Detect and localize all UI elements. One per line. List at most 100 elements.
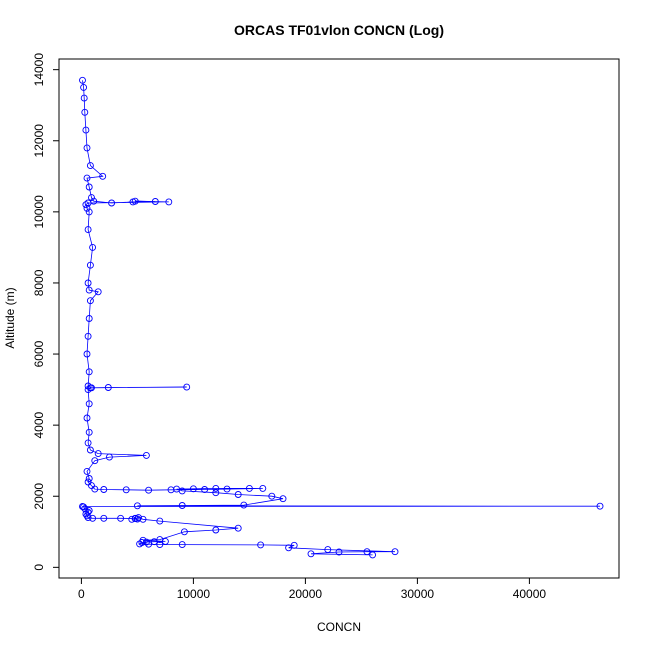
data-point (85, 315, 93, 322)
data-point (82, 201, 90, 209)
y-tick-label: 14000 (32, 53, 46, 87)
data-point (145, 540, 153, 548)
data-point (86, 261, 94, 269)
data-point (85, 475, 93, 482)
data-point (86, 446, 94, 454)
data-point (86, 162, 94, 170)
data-point (596, 502, 604, 510)
data-point (84, 382, 92, 390)
data-point (79, 76, 86, 84)
data-point (135, 514, 142, 522)
data-point (83, 204, 91, 212)
data-point (85, 208, 93, 216)
data-point (142, 538, 150, 546)
data-point (83, 350, 91, 358)
data-point (80, 83, 88, 91)
data-point (268, 492, 276, 500)
data-point (91, 457, 99, 465)
x-tick-label: 20000 (289, 587, 323, 601)
data-point (178, 502, 186, 509)
data-point (212, 489, 220, 497)
y-tick-label: 8000 (32, 269, 46, 296)
data-point (117, 514, 125, 522)
data-point (145, 486, 153, 494)
data-point (88, 194, 95, 202)
data-point (178, 541, 186, 549)
data-point (234, 491, 242, 498)
data-point (89, 514, 97, 522)
data-point (84, 226, 92, 234)
data-point (324, 546, 332, 554)
x-tick-label: 0 (78, 587, 85, 601)
y-tick-label: 2000 (32, 483, 46, 510)
y-tick-label: 4000 (32, 411, 46, 438)
data-point (165, 198, 173, 206)
data-point (90, 197, 98, 205)
data-point (285, 544, 293, 552)
data-point (245, 484, 253, 492)
y-tick-label: 10000 (32, 195, 46, 229)
data-point (85, 183, 93, 191)
x-axis: 0 10000 20000 30000 40000 (78, 577, 547, 601)
data-point (151, 198, 159, 205)
data-point (84, 279, 92, 287)
x-axis-label: CONCN (317, 620, 361, 634)
data-point (129, 198, 137, 206)
y-axis-label: Altitude (m) (3, 287, 17, 348)
data-point (89, 243, 97, 251)
y-tick-label: 12000 (32, 124, 46, 158)
y-tick-label: 6000 (32, 340, 46, 367)
data-point (83, 414, 91, 422)
data-point (84, 514, 92, 522)
data-point (279, 495, 287, 503)
data-point (81, 108, 89, 116)
data-point (83, 174, 91, 182)
data-point (88, 384, 95, 392)
data-point (85, 428, 93, 436)
data-point (85, 286, 93, 294)
data-point (212, 484, 220, 492)
chart-title: ORCAS TF01vlon CONCN (Log) (234, 22, 444, 38)
data-point (201, 486, 209, 493)
data-point (259, 484, 267, 492)
data-point (156, 517, 164, 525)
data-point (99, 172, 107, 180)
data-point (82, 126, 90, 134)
series-line (82, 80, 601, 556)
data-point (94, 288, 102, 296)
data-point (83, 144, 91, 152)
data-point (84, 478, 92, 486)
data-point (240, 501, 248, 509)
x-tick-label: 40000 (513, 587, 547, 601)
data-series (79, 76, 604, 559)
data-point (133, 502, 141, 510)
data-point (156, 541, 164, 549)
data-point (369, 551, 377, 559)
data-point (189, 485, 197, 493)
data-point (335, 548, 343, 556)
data-point (80, 94, 88, 102)
x-tick-label: 10000 (177, 587, 211, 601)
data-point (212, 526, 220, 534)
data-point (81, 505, 89, 513)
data-point (85, 400, 93, 408)
data-point (85, 368, 93, 376)
data-point (167, 486, 175, 494)
data-point (79, 503, 86, 510)
data-point (84, 332, 92, 340)
data-point (122, 486, 130, 494)
data-point (139, 536, 147, 544)
data-point (88, 482, 95, 490)
data-point (108, 199, 116, 207)
data-point (363, 548, 371, 556)
data-point (223, 485, 231, 493)
data-point (131, 515, 139, 523)
y-axis: 0 2000 4000 6000 8000 10000 12000 14000 (32, 53, 60, 571)
data-point (94, 450, 102, 458)
data-point (183, 383, 191, 391)
data-point (156, 536, 164, 544)
data-point (86, 297, 94, 305)
data-point (84, 386, 92, 394)
